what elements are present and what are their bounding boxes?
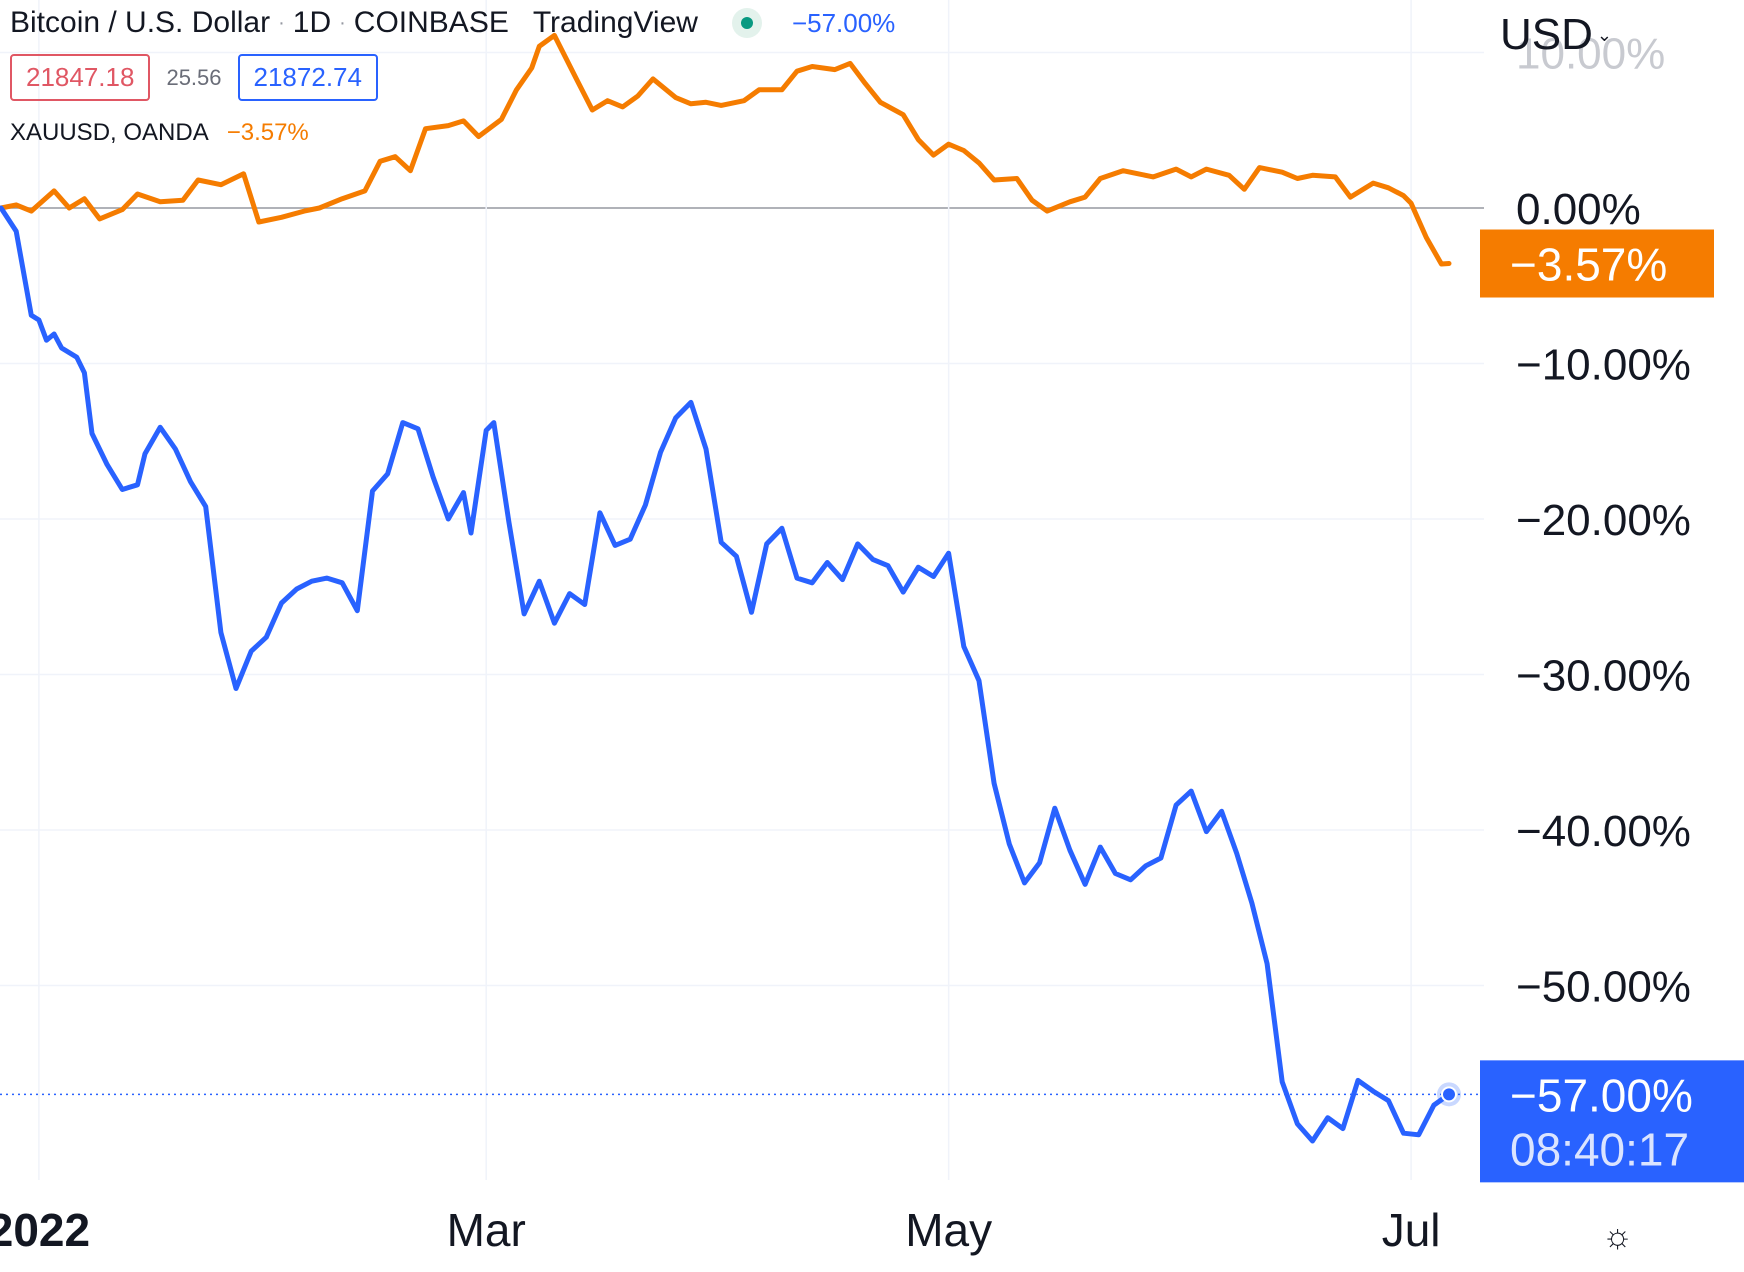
sell-price-button[interactable]: 21847.18 [10, 54, 151, 101]
currency-label: USD [1500, 10, 1593, 59]
x-tick-label: Mar [447, 1204, 526, 1256]
spread-value: 25.56 [166, 64, 222, 90]
series-line-btcusd [0, 205, 1452, 1144]
interval-label[interactable]: 1D [292, 6, 332, 39]
main-change: −57.00% [791, 7, 896, 38]
y-tick-label: −10.00% [1516, 341, 1691, 390]
currency-selector[interactable]: USD ⌄ [1500, 10, 1612, 60]
btc-countdown-label: 08:40:17 [1510, 1123, 1689, 1175]
time-axis[interactable]: 2022 Mar May Jul [0, 1204, 1441, 1256]
y-tick-label-partial: 10.00% [1516, 30, 1665, 79]
btc-last-label: −57.00% [1510, 1069, 1693, 1121]
y-tick-label: −50.00% [1516, 963, 1691, 1012]
compare-change: −3.57% [226, 119, 309, 146]
legend: Bitcoin / U.S. Dollar · 1D · COINBASE Tr… [10, 6, 895, 147]
gold-last-label-box [1480, 229, 1714, 298]
chevron-down-icon: ⌄ [1596, 24, 1612, 45]
x-tick-label: Jul [1382, 1204, 1441, 1256]
grid [0, 0, 1484, 1180]
y-tick-label: −30.00% [1516, 652, 1691, 701]
x-tick-label: 2022 [0, 1204, 90, 1256]
brand-label: TradingView [532, 6, 698, 39]
compare-row[interactable]: XAUUSD, OANDA −3.57% [10, 119, 895, 147]
buy-price-button[interactable]: 21872.74 [237, 54, 378, 101]
x-tick-label: May [905, 1204, 992, 1256]
middle-dot-icon: · [278, 11, 285, 34]
series-line-xauusd [0, 32, 1452, 267]
symbol-row[interactable]: Bitcoin / U.S. Dollar · 1D · COINBASE Tr… [10, 6, 895, 40]
symbol-title[interactable]: Bitcoin / U.S. Dollar [10, 6, 271, 39]
y-tick-label: −20.00% [1516, 496, 1691, 545]
exchange-label: COINBASE [353, 6, 509, 39]
middle-dot-icon: · [339, 11, 346, 34]
y-tick-label: −40.00% [1516, 807, 1691, 856]
market-status-icon[interactable] [731, 8, 762, 38]
price-row: 21847.18 25.56 21872.74 [10, 54, 895, 101]
last-point-marker [1441, 1086, 1457, 1103]
compare-symbol[interactable]: XAUUSD, OANDA [10, 119, 209, 146]
gold-last-label: −3.57% [1510, 239, 1667, 291]
series-lines [0, 32, 1484, 1144]
y-tick-label: 0.00% [1516, 185, 1641, 234]
price-axis[interactable]: 0.00% −10.00% −20.00% −30.00% −40.00% −50.00%… [1480, 30, 1744, 1183]
btc-last-label-box [1480, 1060, 1744, 1183]
settings-icon[interactable]: ☼ [1602, 1217, 1634, 1255]
